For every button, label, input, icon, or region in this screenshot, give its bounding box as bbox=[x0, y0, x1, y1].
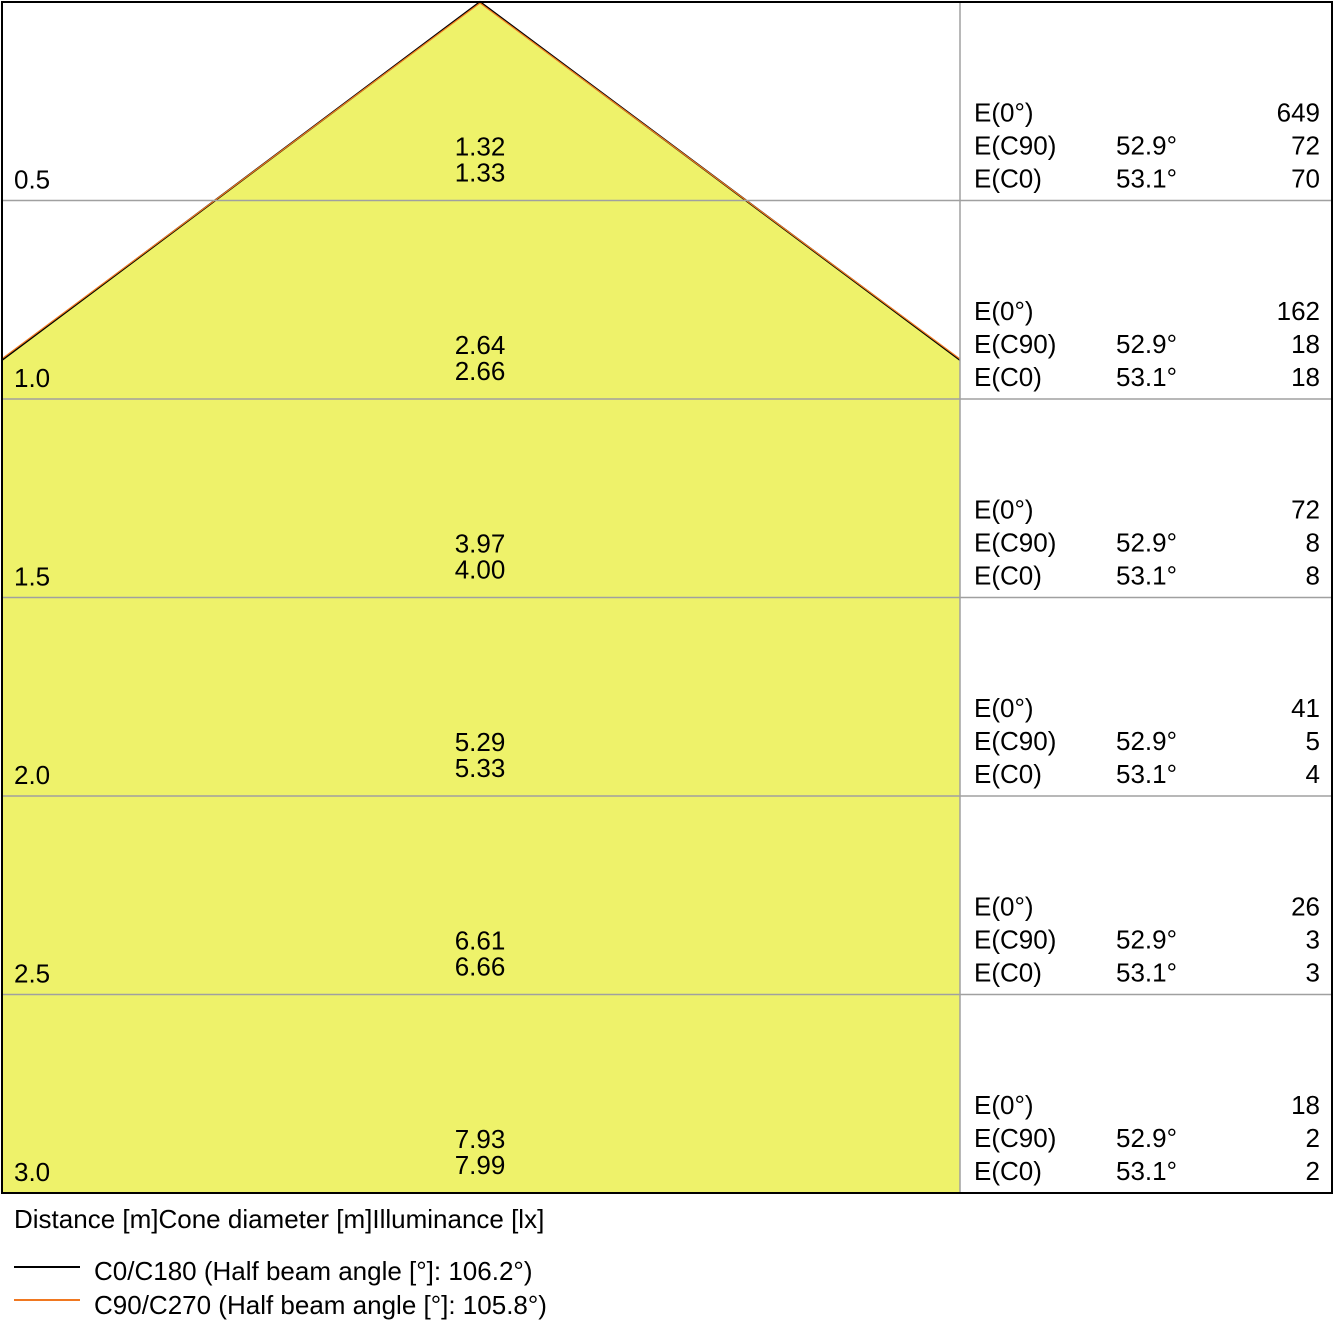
ec0-value: 2 bbox=[1306, 1156, 1320, 1186]
ec0-angle: 53.1° bbox=[1116, 164, 1177, 194]
ec90-angle: 52.9° bbox=[1116, 925, 1177, 955]
ec0-angle: 53.1° bbox=[1116, 759, 1177, 789]
ec90-label: E(C90) bbox=[974, 528, 1056, 558]
legend-label-c90: C90/C270 (Half beam angle [°]: 105.8°) bbox=[94, 1290, 547, 1320]
e0-value: 26 bbox=[1291, 892, 1320, 922]
ec90-value: 5 bbox=[1306, 726, 1320, 756]
ec0-value: 3 bbox=[1306, 958, 1320, 988]
distance-label: 0.5 bbox=[14, 165, 50, 195]
ec90-angle: 52.9° bbox=[1116, 1123, 1177, 1153]
ec90-label: E(C90) bbox=[974, 1123, 1056, 1153]
cone-diameter-c0: 5.29 bbox=[455, 727, 506, 757]
e0-value: 162 bbox=[1277, 296, 1320, 326]
e0-label: E(0°) bbox=[974, 1090, 1034, 1120]
cone-diameter-c0: 7.93 bbox=[455, 1124, 506, 1154]
cone-diameter-c90: 2.66 bbox=[455, 356, 506, 386]
e0-value: 649 bbox=[1277, 98, 1320, 128]
e0-label: E(0°) bbox=[974, 693, 1034, 723]
ec0-angle: 53.1° bbox=[1116, 958, 1177, 988]
ec0-label: E(C0) bbox=[974, 164, 1042, 194]
cone-diameter-c0: 2.64 bbox=[455, 330, 506, 360]
cone-diameter-c90: 6.66 bbox=[455, 952, 506, 982]
cone-diameter-c90: 5.33 bbox=[455, 753, 506, 783]
ec90-label: E(C90) bbox=[974, 726, 1056, 756]
ec90-value: 3 bbox=[1306, 925, 1320, 955]
ec90-angle: 52.9° bbox=[1116, 528, 1177, 558]
ec90-label: E(C90) bbox=[974, 925, 1056, 955]
ec0-label: E(C0) bbox=[974, 958, 1042, 988]
ec90-value: 2 bbox=[1306, 1123, 1320, 1153]
distance-label: 1.0 bbox=[14, 363, 50, 393]
ec90-angle: 52.9° bbox=[1116, 329, 1177, 359]
distance-label: 3.0 bbox=[14, 1157, 50, 1187]
e0-label: E(0°) bbox=[974, 892, 1034, 922]
cone-diameter-c0: 1.32 bbox=[455, 132, 506, 162]
ec90-value: 18 bbox=[1291, 329, 1320, 359]
ec0-value: 4 bbox=[1306, 759, 1320, 789]
distance-label: 2.0 bbox=[14, 760, 50, 790]
ec90-angle: 52.9° bbox=[1116, 726, 1177, 756]
ec90-angle: 52.9° bbox=[1116, 131, 1177, 161]
cone-diameter-c90: 1.33 bbox=[455, 158, 506, 188]
legend-label-c0: C0/C180 (Half beam angle [°]: 106.2°) bbox=[94, 1256, 532, 1286]
ec0-value: 70 bbox=[1291, 164, 1320, 194]
e0-value: 18 bbox=[1291, 1090, 1320, 1120]
ec0-label: E(C0) bbox=[974, 1156, 1042, 1186]
ec90-label: E(C90) bbox=[974, 329, 1056, 359]
ec0-label: E(C0) bbox=[974, 362, 1042, 392]
chart-border bbox=[1, 1, 1333, 1194]
e0-value: 41 bbox=[1291, 693, 1320, 723]
ec0-label: E(C0) bbox=[974, 561, 1042, 591]
e0-label: E(0°) bbox=[974, 495, 1034, 525]
cone-diameter-c90: 4.00 bbox=[455, 555, 506, 585]
ec0-value: 8 bbox=[1306, 561, 1320, 591]
ec0-value: 18 bbox=[1291, 362, 1320, 392]
ec0-angle: 53.1° bbox=[1116, 1156, 1177, 1186]
e0-label: E(0°) bbox=[974, 98, 1034, 128]
e0-value: 72 bbox=[1291, 495, 1320, 525]
distance-label: 1.5 bbox=[14, 562, 50, 592]
ec0-label: E(C0) bbox=[974, 759, 1042, 789]
distance-label: 2.5 bbox=[14, 959, 50, 989]
cone-diameter-c90: 7.99 bbox=[455, 1150, 506, 1180]
ec0-angle: 53.1° bbox=[1116, 362, 1177, 392]
cone-diameter-c0: 6.61 bbox=[455, 926, 506, 956]
ec90-value: 8 bbox=[1306, 528, 1320, 558]
ec0-angle: 53.1° bbox=[1116, 561, 1177, 591]
ec90-label: E(C90) bbox=[974, 131, 1056, 161]
e0-label: E(0°) bbox=[974, 296, 1034, 326]
ec90-value: 72 bbox=[1291, 131, 1320, 161]
caption: Distance [m]Cone diameter [m]Illuminance… bbox=[14, 1204, 544, 1234]
cone-diameter-c0: 3.97 bbox=[455, 529, 506, 559]
